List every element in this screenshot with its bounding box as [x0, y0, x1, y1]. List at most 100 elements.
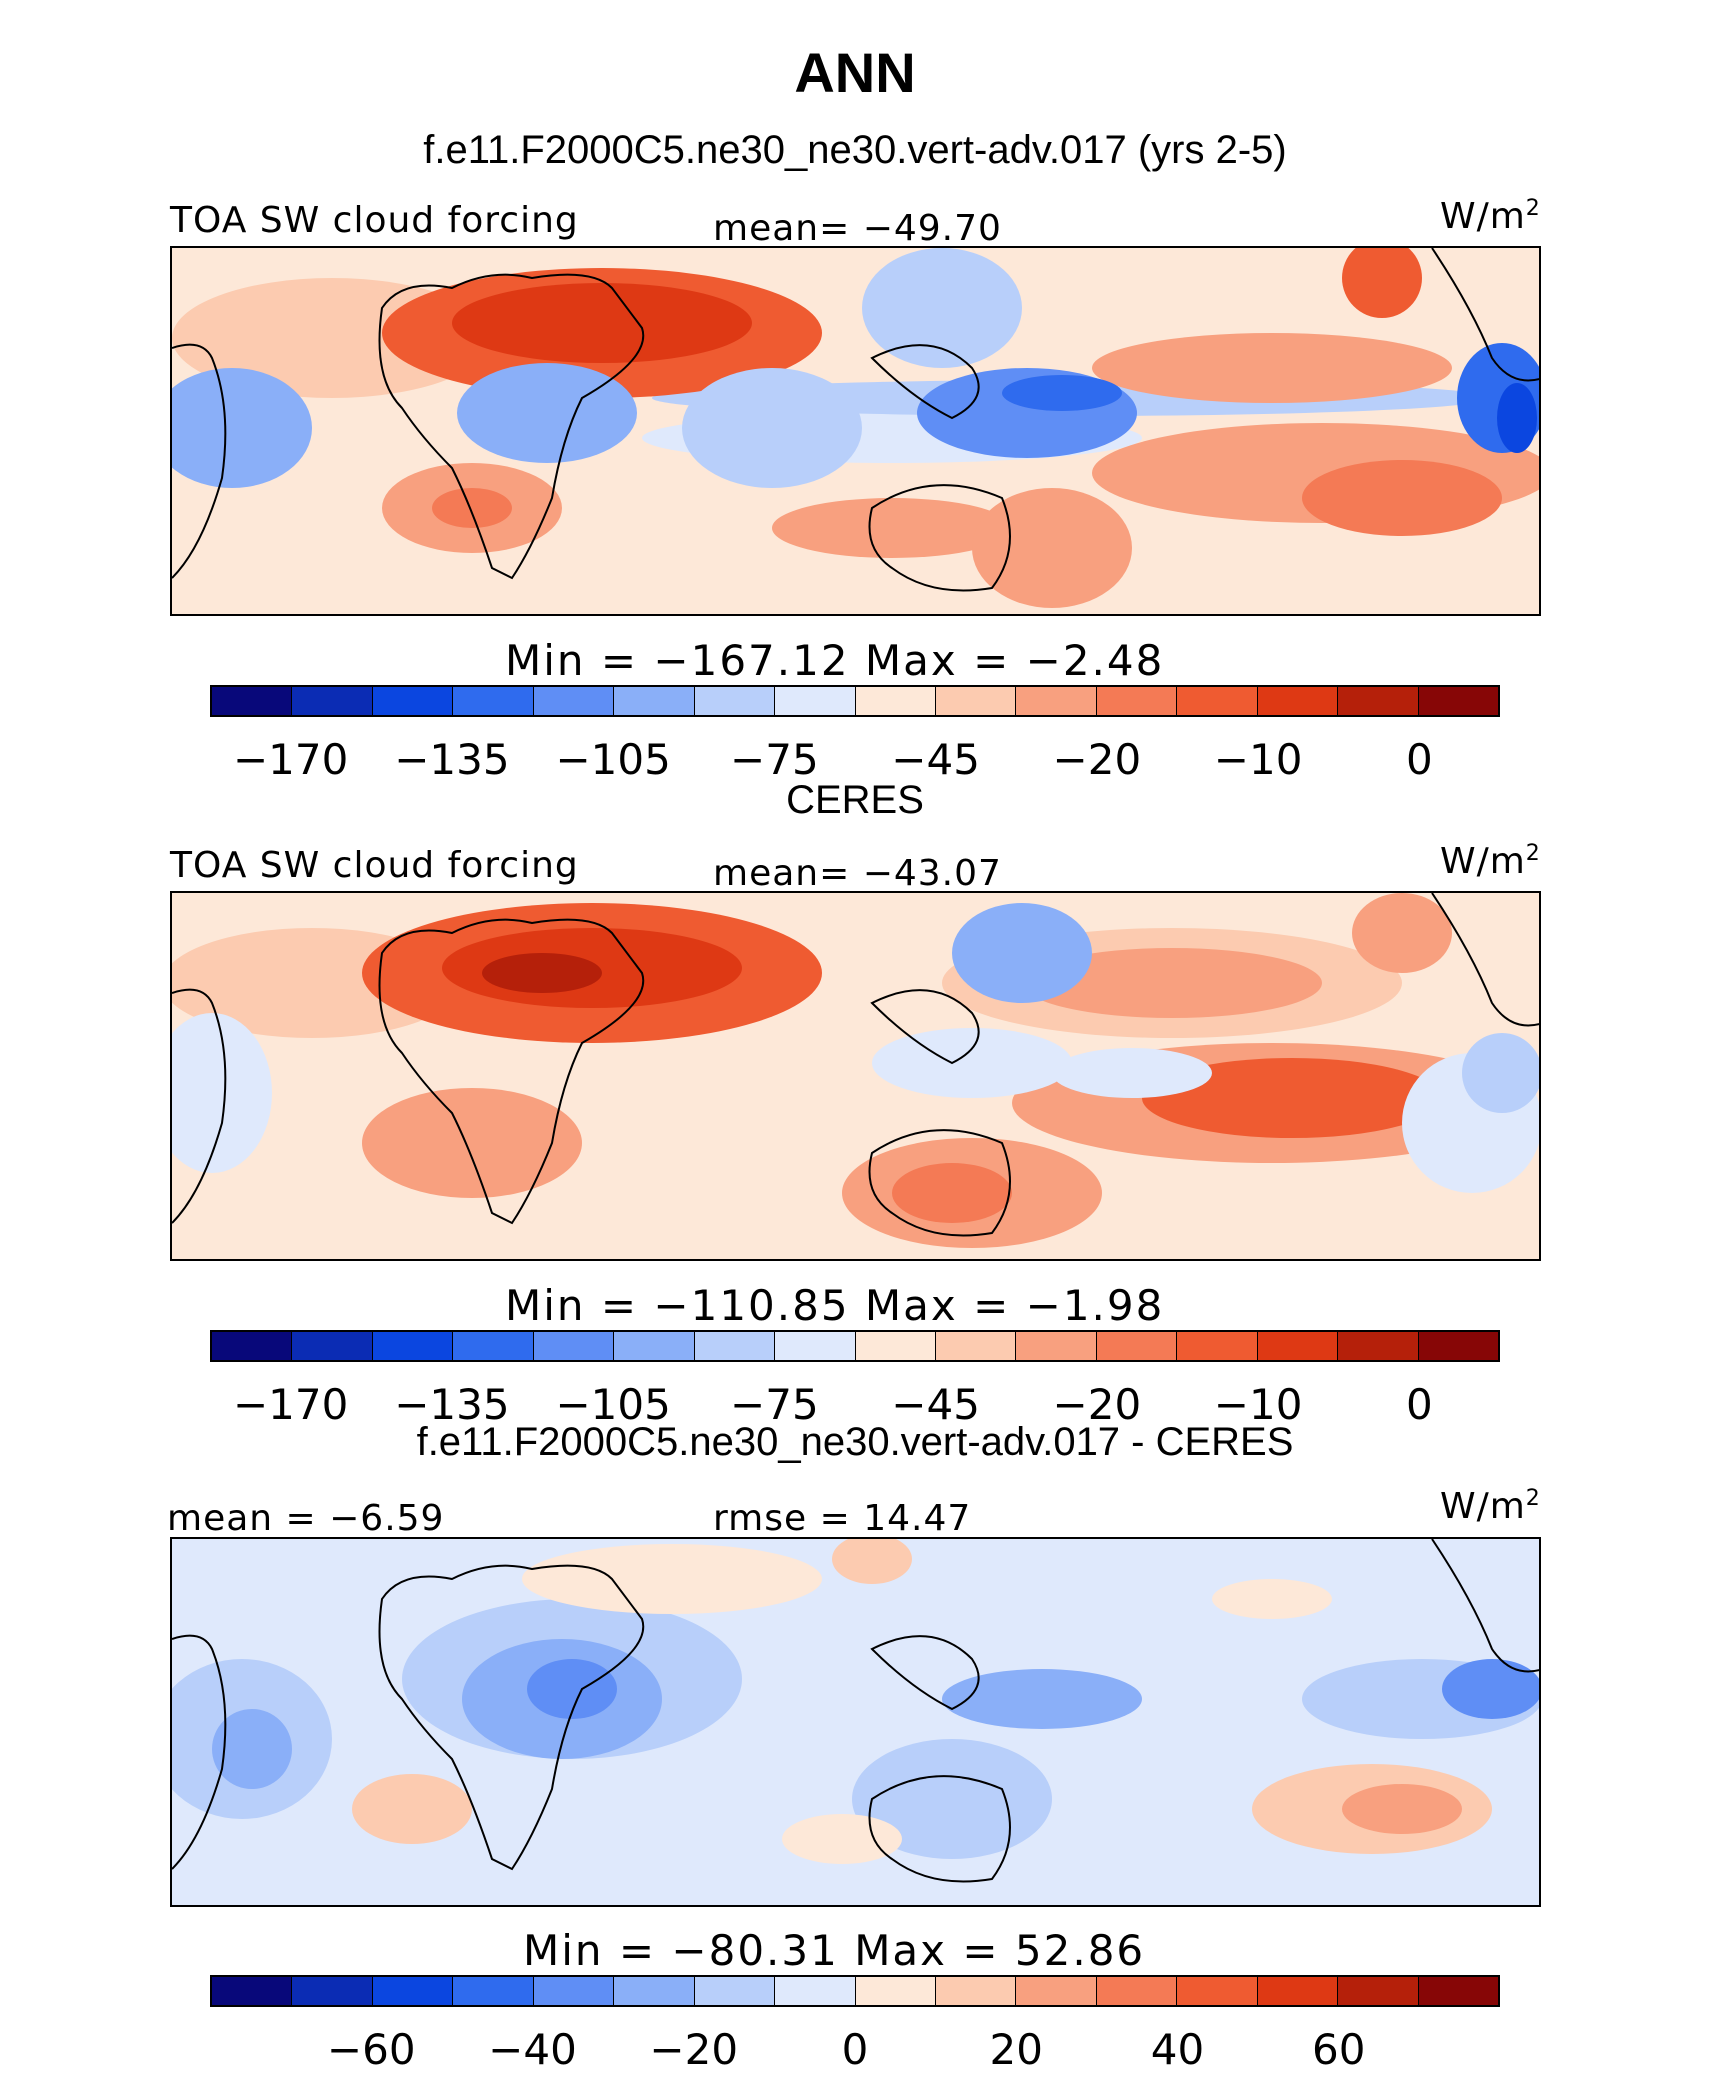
colorbar-tick-label: −170 [232, 1380, 349, 1429]
colorbar-swatch [614, 1332, 695, 1360]
colorbar-swatch [694, 1977, 776, 2005]
field-patch [1497, 383, 1537, 453]
colorbar-tick-label: −20 [1052, 735, 1142, 784]
colorbar-swatch [614, 1977, 695, 2005]
figure-title: ANN [794, 41, 916, 104]
coastline [172, 1634, 227, 1870]
panel1-colorbar [210, 685, 1500, 717]
colorbar-swatch [1338, 1332, 1419, 1360]
panel2-variable-label: TOA SW cloud forcing [170, 845, 579, 886]
field-patch [1342, 1784, 1462, 1834]
field-patch [432, 488, 512, 528]
colorbar-tick-label: −10 [1213, 735, 1303, 784]
colorbar-tick-label: −45 [891, 735, 980, 784]
panel3-header: f.e11.F2000C5.ne30_ne30.vert-adv.017 - C… [416, 1420, 1294, 1464]
colorbar-tick-label: −75 [730, 1380, 819, 1429]
colorbar-tick-label: −20 [1052, 1380, 1142, 1429]
coastline [378, 918, 645, 1225]
coastline [1431, 1539, 1539, 1673]
colorbar-swatch [212, 687, 293, 715]
colorbar-swatch [1418, 1332, 1498, 1360]
colorbar-swatch [453, 687, 534, 715]
colorbar-swatch [533, 1332, 615, 1360]
coastline [1431, 893, 1539, 1027]
coastline [172, 343, 227, 579]
colorbar-swatch [775, 1332, 856, 1360]
colorbar-swatch [372, 687, 454, 715]
field-patch [1022, 948, 1322, 1018]
colorbar-swatch [1096, 1332, 1178, 1360]
field-patch [212, 1709, 292, 1789]
colorbar-swatch [1338, 687, 1419, 715]
colorbar-swatch [935, 1332, 1017, 1360]
field-patch [172, 368, 312, 488]
coastline [868, 1775, 1011, 1883]
panel2-colorbar [210, 1330, 1500, 1362]
colorbar-swatch [1338, 1977, 1419, 2005]
colorbar-tick-label: −170 [232, 735, 349, 784]
colorbar-swatch [1016, 1332, 1097, 1360]
colorbar-tick-label: 40 [1150, 2025, 1205, 2074]
colorbar-swatch [1177, 1977, 1258, 2005]
colorbar-tick-label: −60 [326, 2025, 416, 2074]
colorbar-swatch [212, 1332, 293, 1360]
field-patch [682, 368, 862, 488]
colorbar-tick-label: 60 [1312, 2025, 1366, 2074]
field-patch [852, 1739, 1052, 1859]
field-patch [872, 1028, 1072, 1098]
panel3-colorbar [210, 1975, 1500, 2007]
field-patch [1052, 1048, 1212, 1098]
field-patch [892, 1163, 1012, 1223]
coastline [172, 988, 227, 1224]
field-patch [782, 1814, 902, 1864]
colorbar-swatch [1016, 1977, 1097, 2005]
panel1-header: f.e11.F2000C5.ne30_ne30.vert-adv.017 (yr… [423, 128, 1287, 172]
colorbar-swatch [1418, 687, 1498, 715]
colorbar-swatch [292, 1977, 373, 2005]
field-patch [482, 953, 602, 993]
field-patch [522, 1544, 822, 1614]
field-patch [527, 1659, 617, 1719]
colorbar-swatch [372, 1977, 454, 2005]
panel1-units: W/m2 [1440, 196, 1541, 237]
colorbar-swatch [453, 1977, 534, 2005]
colorbar-swatch [212, 1977, 293, 2005]
field-patch [1462, 1033, 1539, 1113]
coastline [378, 1564, 645, 1871]
panel1-minmax: Min = −167.12 Max = −2.48 [505, 636, 1165, 685]
colorbar-tick-label: −135 [394, 1380, 510, 1429]
field-patch [952, 903, 1092, 1003]
colorbar-tick-label: 20 [989, 2025, 1043, 2074]
field-patch [942, 1669, 1142, 1729]
field-patch [352, 1774, 472, 1844]
colorbar-swatch [1257, 1977, 1339, 2005]
colorbar-swatch [935, 687, 1017, 715]
colorbar-swatch [1096, 1977, 1178, 2005]
colorbar-swatch [1096, 687, 1178, 715]
coastline [870, 989, 980, 1065]
coastline [378, 273, 645, 580]
colorbar-swatch [775, 1977, 856, 2005]
field-patch [862, 248, 1022, 368]
panel3-map [170, 1537, 1541, 1907]
colorbar-swatch [855, 687, 936, 715]
colorbar-tick-label: 0 [1406, 735, 1433, 784]
field-patch [172, 1013, 272, 1173]
field-patch [452, 283, 752, 363]
colorbar-tick-label: −75 [730, 735, 819, 784]
colorbar-swatch [533, 687, 615, 715]
panel3-minmax: Min = −80.31 Max = 52.86 [523, 1926, 1146, 1975]
colorbar-tick-label: −10 [1213, 1380, 1303, 1429]
field-patch [1212, 1579, 1332, 1619]
colorbar-swatch [292, 1332, 373, 1360]
colorbar-swatch [1016, 687, 1097, 715]
colorbar-swatch [1418, 1977, 1498, 2005]
panel2-map [170, 891, 1541, 1261]
field-patch [1352, 893, 1452, 973]
colorbar-tick-label: −105 [555, 735, 671, 784]
colorbar-swatch [694, 687, 776, 715]
coastline [870, 344, 980, 420]
coastline [870, 1635, 980, 1711]
colorbar-swatch [453, 1332, 534, 1360]
field-patch [1442, 1659, 1539, 1719]
